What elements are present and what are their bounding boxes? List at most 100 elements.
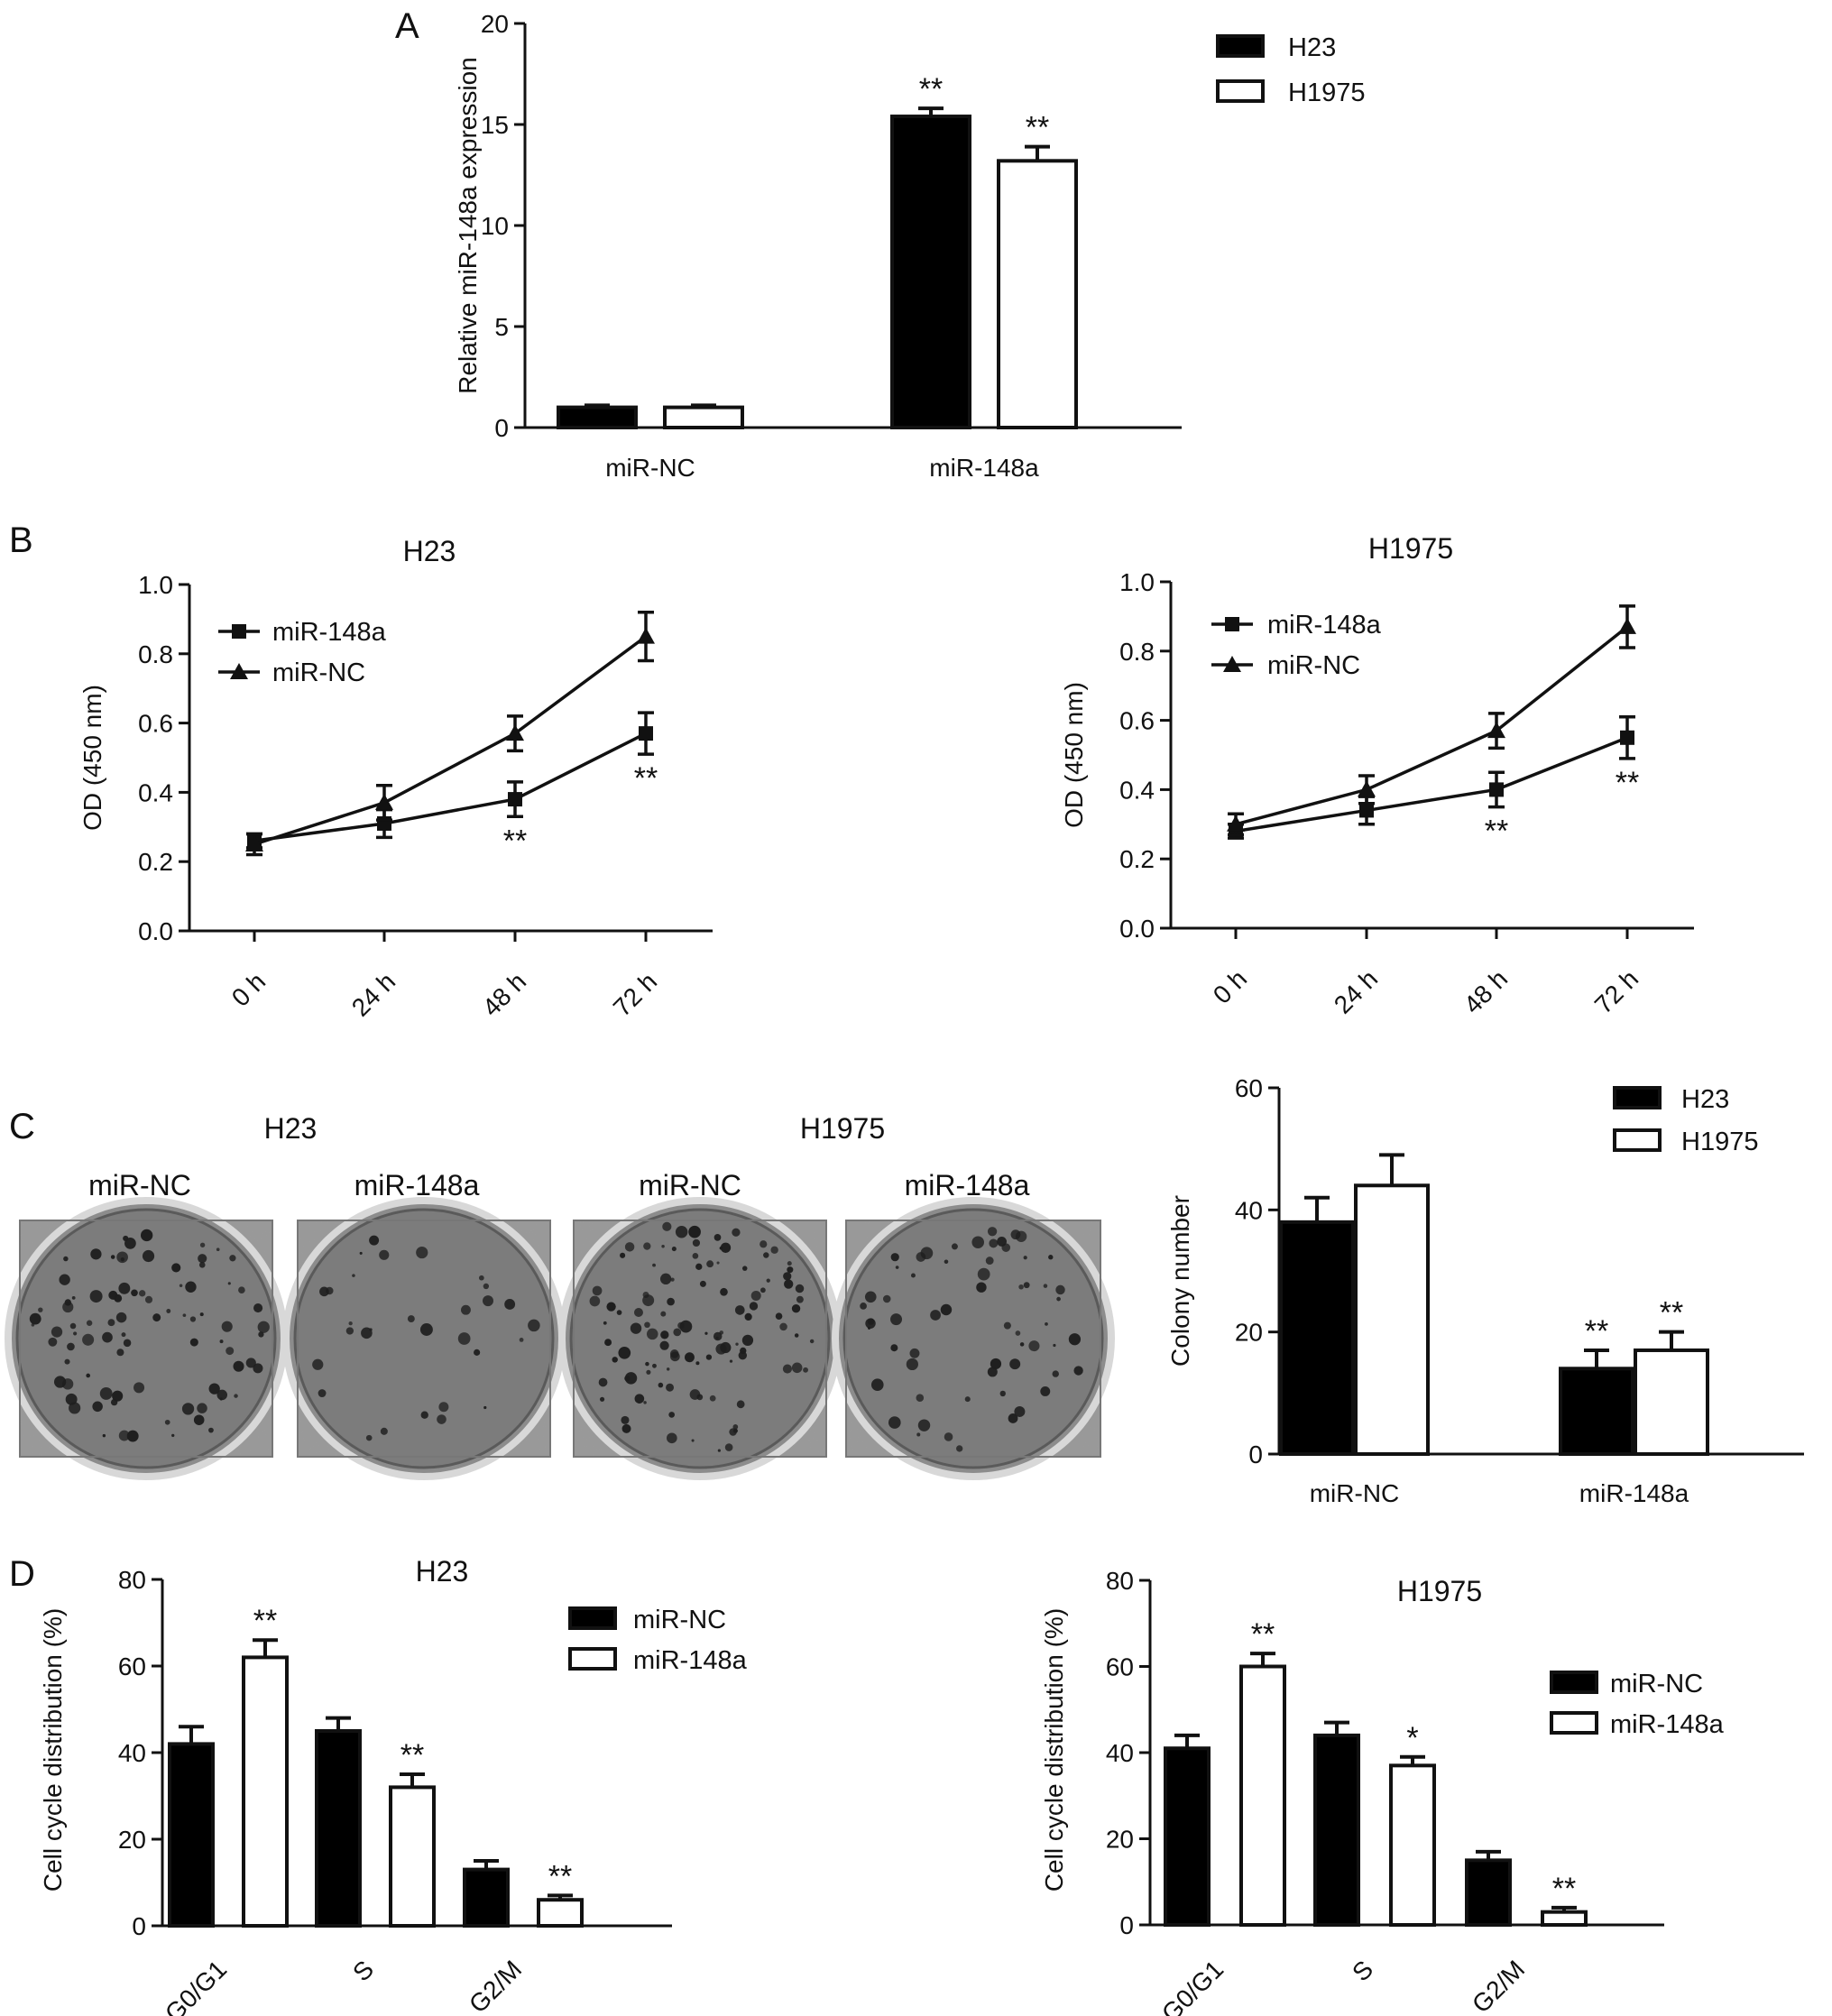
colony-dot xyxy=(238,1286,245,1294)
triangle-marker xyxy=(1487,722,1505,739)
colony-photos: H23 H1975 miR-NC miR-148a miR-NC miR-148a xyxy=(5,1112,1115,1480)
colony-dot xyxy=(1003,1321,1011,1330)
significance-label: ** xyxy=(1585,1314,1608,1349)
colony-dot xyxy=(133,1382,145,1394)
square-marker xyxy=(508,792,522,807)
colony-dot xyxy=(744,1312,752,1321)
triangle-marker xyxy=(230,663,248,679)
y-tick-label: 15 xyxy=(481,111,509,139)
chart-c-colony-number: 0 20 40 60 Colony number miR-NC ** ** miR-148a H2… xyxy=(1166,1074,1804,1507)
colony-dot xyxy=(227,1282,231,1285)
colony-dot xyxy=(864,1291,877,1303)
significance-label: ** xyxy=(1552,1872,1576,1906)
dish-well xyxy=(15,1208,277,1469)
colony-dot xyxy=(82,1333,95,1346)
colony-dot xyxy=(216,1389,228,1401)
x-tick-label: S xyxy=(347,1955,379,1986)
triangle-marker xyxy=(1223,656,1241,672)
legend-label: miR-NC xyxy=(633,1606,726,1634)
colony-dot xyxy=(738,1350,748,1360)
colony-dot xyxy=(1014,1405,1026,1417)
triangle-marker xyxy=(245,835,263,852)
y-tick-label: 0.6 xyxy=(138,710,173,738)
colony-dot xyxy=(1023,1256,1027,1260)
colony-dot xyxy=(474,1349,481,1356)
colony-dot xyxy=(621,1423,631,1433)
colony-dot xyxy=(795,1284,805,1293)
colony-dot xyxy=(48,1337,58,1347)
y-tick-label: 20 xyxy=(1106,1826,1134,1854)
colony-dot xyxy=(906,1358,918,1371)
colony-dot xyxy=(724,1443,733,1451)
colony-dot xyxy=(916,1432,921,1437)
triangle-marker xyxy=(506,724,524,741)
colony-dot xyxy=(599,1396,605,1402)
chart-d-h23-cell-cycle: 0 20 40 60 80 Cell cycle distribution (%) H23 *… xyxy=(39,1555,748,2016)
triangle-marker xyxy=(1618,617,1636,634)
colony-dot xyxy=(666,1432,677,1444)
colony-dot xyxy=(1068,1333,1082,1346)
colony-dot xyxy=(732,1228,741,1237)
colony-dot xyxy=(624,1375,631,1382)
y-tick-label: 20 xyxy=(1235,1319,1263,1347)
colony-dot xyxy=(67,1342,75,1351)
colony-dot xyxy=(221,1321,233,1332)
colony-dot xyxy=(229,1255,236,1262)
y-tick-label: 0.4 xyxy=(1119,776,1155,804)
colony-dot xyxy=(73,1331,78,1336)
colony-dot xyxy=(92,1401,103,1413)
colony-dot xyxy=(652,1363,657,1368)
colony-dot xyxy=(985,1257,994,1266)
colony-dot xyxy=(749,1302,759,1311)
y-tick-label: 1.0 xyxy=(138,571,173,599)
y-tick-label: 40 xyxy=(118,1739,146,1767)
colony-dot xyxy=(233,1360,244,1372)
chart-title: H1975 xyxy=(1397,1575,1482,1607)
colony-dot xyxy=(713,1331,723,1341)
x-tick-label: 0 h xyxy=(226,967,271,1011)
colony-dot xyxy=(182,1313,187,1318)
x-tick-label: G0/G1 xyxy=(160,1955,232,2016)
colony-dot xyxy=(112,1390,124,1402)
colony-dot xyxy=(630,1322,642,1334)
bar xyxy=(1279,1220,1355,1457)
colony-dot xyxy=(734,1305,745,1315)
colony-dot xyxy=(164,1419,170,1425)
colony-dot xyxy=(1009,1358,1021,1370)
colony-dot xyxy=(118,1282,131,1294)
colony-dot xyxy=(59,1274,70,1285)
chart-title: H1975 xyxy=(1368,532,1453,565)
colony-dot xyxy=(140,1229,153,1242)
colony-dot xyxy=(890,1253,899,1262)
photo-frame xyxy=(19,1220,273,1458)
legend-label: miR-NC xyxy=(1267,651,1360,680)
colony-dot xyxy=(895,1266,899,1269)
legend-label: miR-148a xyxy=(1267,611,1382,640)
colony-dot xyxy=(977,1267,990,1281)
colony-dot xyxy=(1028,1340,1040,1352)
series-line xyxy=(253,732,647,842)
colony-dot xyxy=(909,1348,920,1358)
y-tick-label: 0.0 xyxy=(138,917,173,945)
colony-dot xyxy=(606,1302,616,1312)
colony-dot xyxy=(779,1322,787,1331)
panel-letter-d: D xyxy=(9,1554,35,1594)
legend-swatch xyxy=(568,1647,617,1671)
colony-dot xyxy=(198,1261,206,1268)
colony-dot xyxy=(312,1358,324,1370)
colony-dot xyxy=(696,1394,704,1401)
colony-dot xyxy=(369,1328,373,1331)
colony-dot xyxy=(258,1331,264,1338)
colony-dot xyxy=(131,1289,138,1297)
colony-dot xyxy=(791,1362,803,1374)
colony-dot xyxy=(646,1328,658,1340)
y-tick-label: 0.0 xyxy=(1119,915,1155,943)
colony-dot xyxy=(197,1403,207,1413)
colony-dot xyxy=(659,1340,669,1350)
colony-dot xyxy=(1018,1284,1024,1290)
colony-dot xyxy=(64,1358,70,1365)
chart-b-h23-od: 0.0 0.2 0.4 0.6 0.8 1.0 OD (450 nm) H23 0 h 24 h 4… xyxy=(78,535,713,1022)
legend-swatch xyxy=(1613,1128,1662,1152)
significance-label: ** xyxy=(634,761,658,796)
bar xyxy=(1559,1367,1634,1457)
